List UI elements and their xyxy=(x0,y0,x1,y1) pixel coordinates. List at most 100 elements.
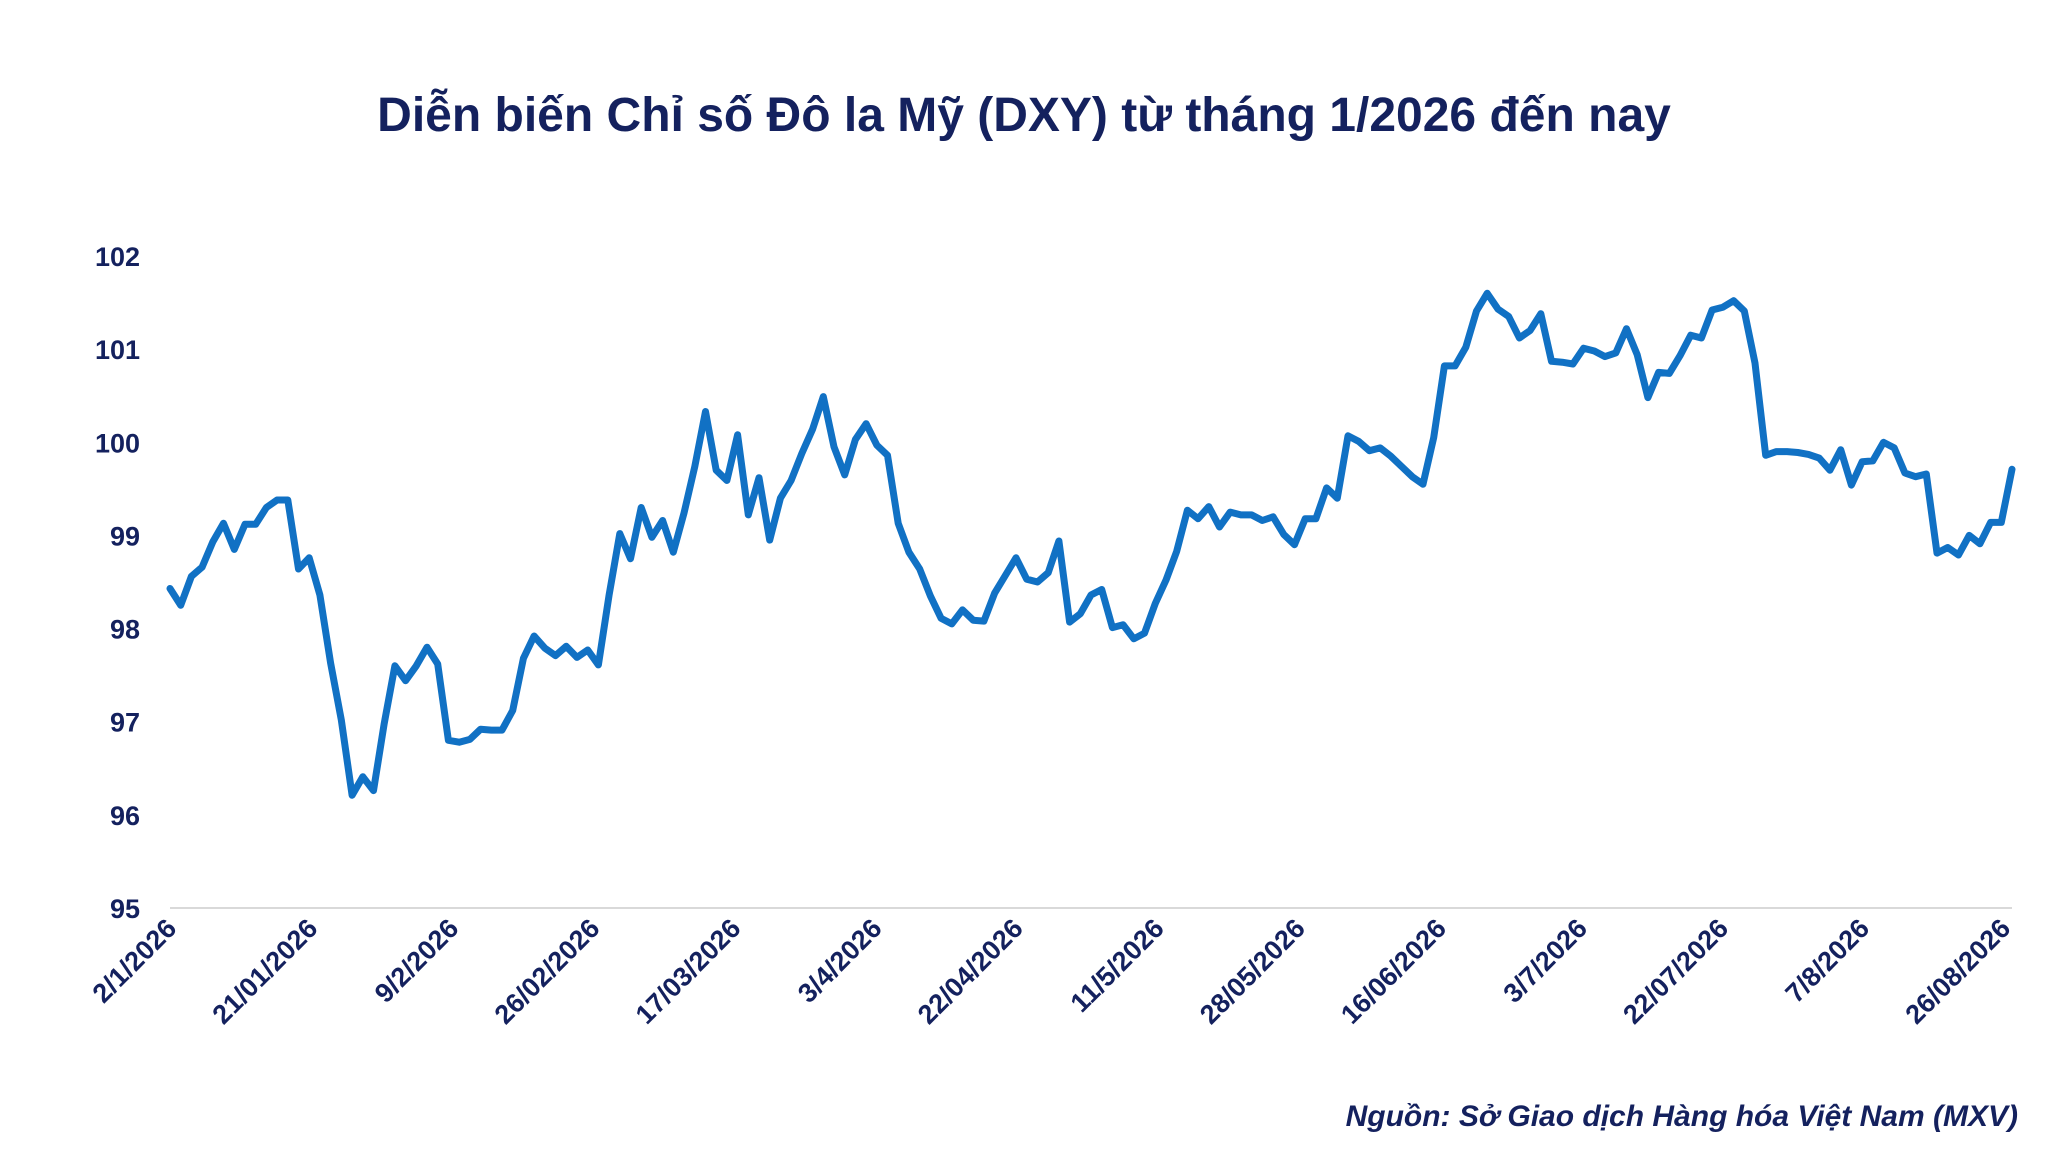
data-point xyxy=(1441,362,1448,369)
data-point xyxy=(445,737,452,744)
data-point xyxy=(595,661,602,668)
data-point xyxy=(627,555,634,562)
data-point xyxy=(1634,351,1641,358)
x-tick-label: 17/03/2026 xyxy=(630,913,747,1030)
data-point xyxy=(1976,540,1983,547)
y-axis-ticks: 95 96 97 98 99 100 101 102 xyxy=(95,242,140,924)
data-point xyxy=(1784,448,1791,455)
data-point xyxy=(1880,439,1887,446)
data-point xyxy=(863,420,870,427)
data-point xyxy=(231,546,238,553)
data-point xyxy=(1677,352,1683,359)
data-point xyxy=(1120,621,1127,628)
data-point xyxy=(242,521,248,528)
data-point xyxy=(1698,335,1705,341)
data-point xyxy=(1323,484,1330,491)
data-point xyxy=(1034,579,1041,585)
data-point xyxy=(1955,552,1962,558)
data-point xyxy=(167,585,173,592)
data-point xyxy=(1430,434,1437,441)
data-point xyxy=(1270,513,1277,520)
data-point xyxy=(1912,473,1919,480)
data-point xyxy=(1495,306,1501,313)
data-point xyxy=(1452,362,1459,369)
data-point xyxy=(1377,444,1384,451)
data-point xyxy=(1023,576,1030,583)
x-tick-label: 22/04/2026 xyxy=(912,913,1029,1030)
data-point xyxy=(370,787,377,794)
data-point xyxy=(1826,467,1833,474)
data-point xyxy=(820,393,827,400)
data-point xyxy=(306,554,313,561)
data-point xyxy=(1366,447,1373,454)
data-point xyxy=(1934,550,1940,557)
data-point xyxy=(1527,327,1534,334)
data-point xyxy=(1109,624,1116,631)
data-point xyxy=(1312,515,1319,522)
data-point xyxy=(424,644,430,651)
y-tick-label: 95 xyxy=(110,894,140,924)
data-point xyxy=(905,549,912,556)
y-tick-label: 100 xyxy=(95,428,140,458)
data-point xyxy=(1505,313,1512,320)
data-point xyxy=(681,510,687,517)
data-point xyxy=(209,538,216,545)
data-point xyxy=(359,773,366,780)
data-point xyxy=(2009,466,2015,473)
data-point xyxy=(1869,457,1876,464)
data-point xyxy=(980,618,987,625)
data-point xyxy=(1345,432,1351,439)
data-point xyxy=(541,645,548,652)
data-point xyxy=(809,426,816,433)
data-point xyxy=(1901,470,1908,476)
data-point xyxy=(552,652,559,659)
data-point xyxy=(691,463,698,470)
x-tick-label: 9/2/2026 xyxy=(369,913,465,1009)
data-point xyxy=(1055,538,1062,544)
data-point xyxy=(1709,307,1716,313)
data-point xyxy=(1420,481,1426,488)
data-point xyxy=(1195,515,1202,522)
x-axis-ticks: 2/1/2026 21/01/2026 9/2/2026 26/02/2026 17/0… xyxy=(87,913,2017,1030)
data-point xyxy=(777,495,784,502)
data-point xyxy=(263,504,270,511)
data-point xyxy=(1398,463,1405,470)
data-point xyxy=(756,474,762,481)
x-tick-label: 21/01/2026 xyxy=(207,913,324,1030)
data-point xyxy=(177,602,184,609)
data-point xyxy=(584,647,591,653)
data-point xyxy=(1998,519,2005,526)
data-point xyxy=(1227,509,1234,516)
data-point xyxy=(466,736,473,743)
data-point xyxy=(991,590,998,597)
data-point xyxy=(434,661,441,667)
data-point xyxy=(1837,446,1844,453)
data-point xyxy=(638,504,645,511)
data-point xyxy=(948,620,955,627)
x-tick-label: 26/02/2026 xyxy=(489,913,606,1030)
data-point xyxy=(188,573,195,580)
data-point xyxy=(1516,335,1523,341)
data-point xyxy=(1537,310,1544,317)
data-point xyxy=(349,792,356,799)
data-point xyxy=(413,662,420,669)
data-point xyxy=(1644,394,1651,401)
data-point xyxy=(1205,503,1212,510)
data-point xyxy=(1462,344,1469,351)
data-point xyxy=(745,511,752,518)
data-point xyxy=(1987,519,1994,526)
dxy-series-line xyxy=(166,289,2016,799)
data-point xyxy=(606,592,613,598)
data-point xyxy=(723,477,730,484)
data-point xyxy=(1891,444,1898,451)
data-point xyxy=(766,537,773,544)
data-point xyxy=(959,606,966,613)
data-point xyxy=(927,593,934,599)
data-point xyxy=(1666,370,1673,377)
x-tick-label: 16/06/2026 xyxy=(1335,913,1452,1030)
data-point xyxy=(873,442,880,449)
data-points xyxy=(167,290,2015,799)
data-point xyxy=(381,720,388,727)
data-point xyxy=(1741,308,1748,314)
data-point xyxy=(1602,353,1608,360)
